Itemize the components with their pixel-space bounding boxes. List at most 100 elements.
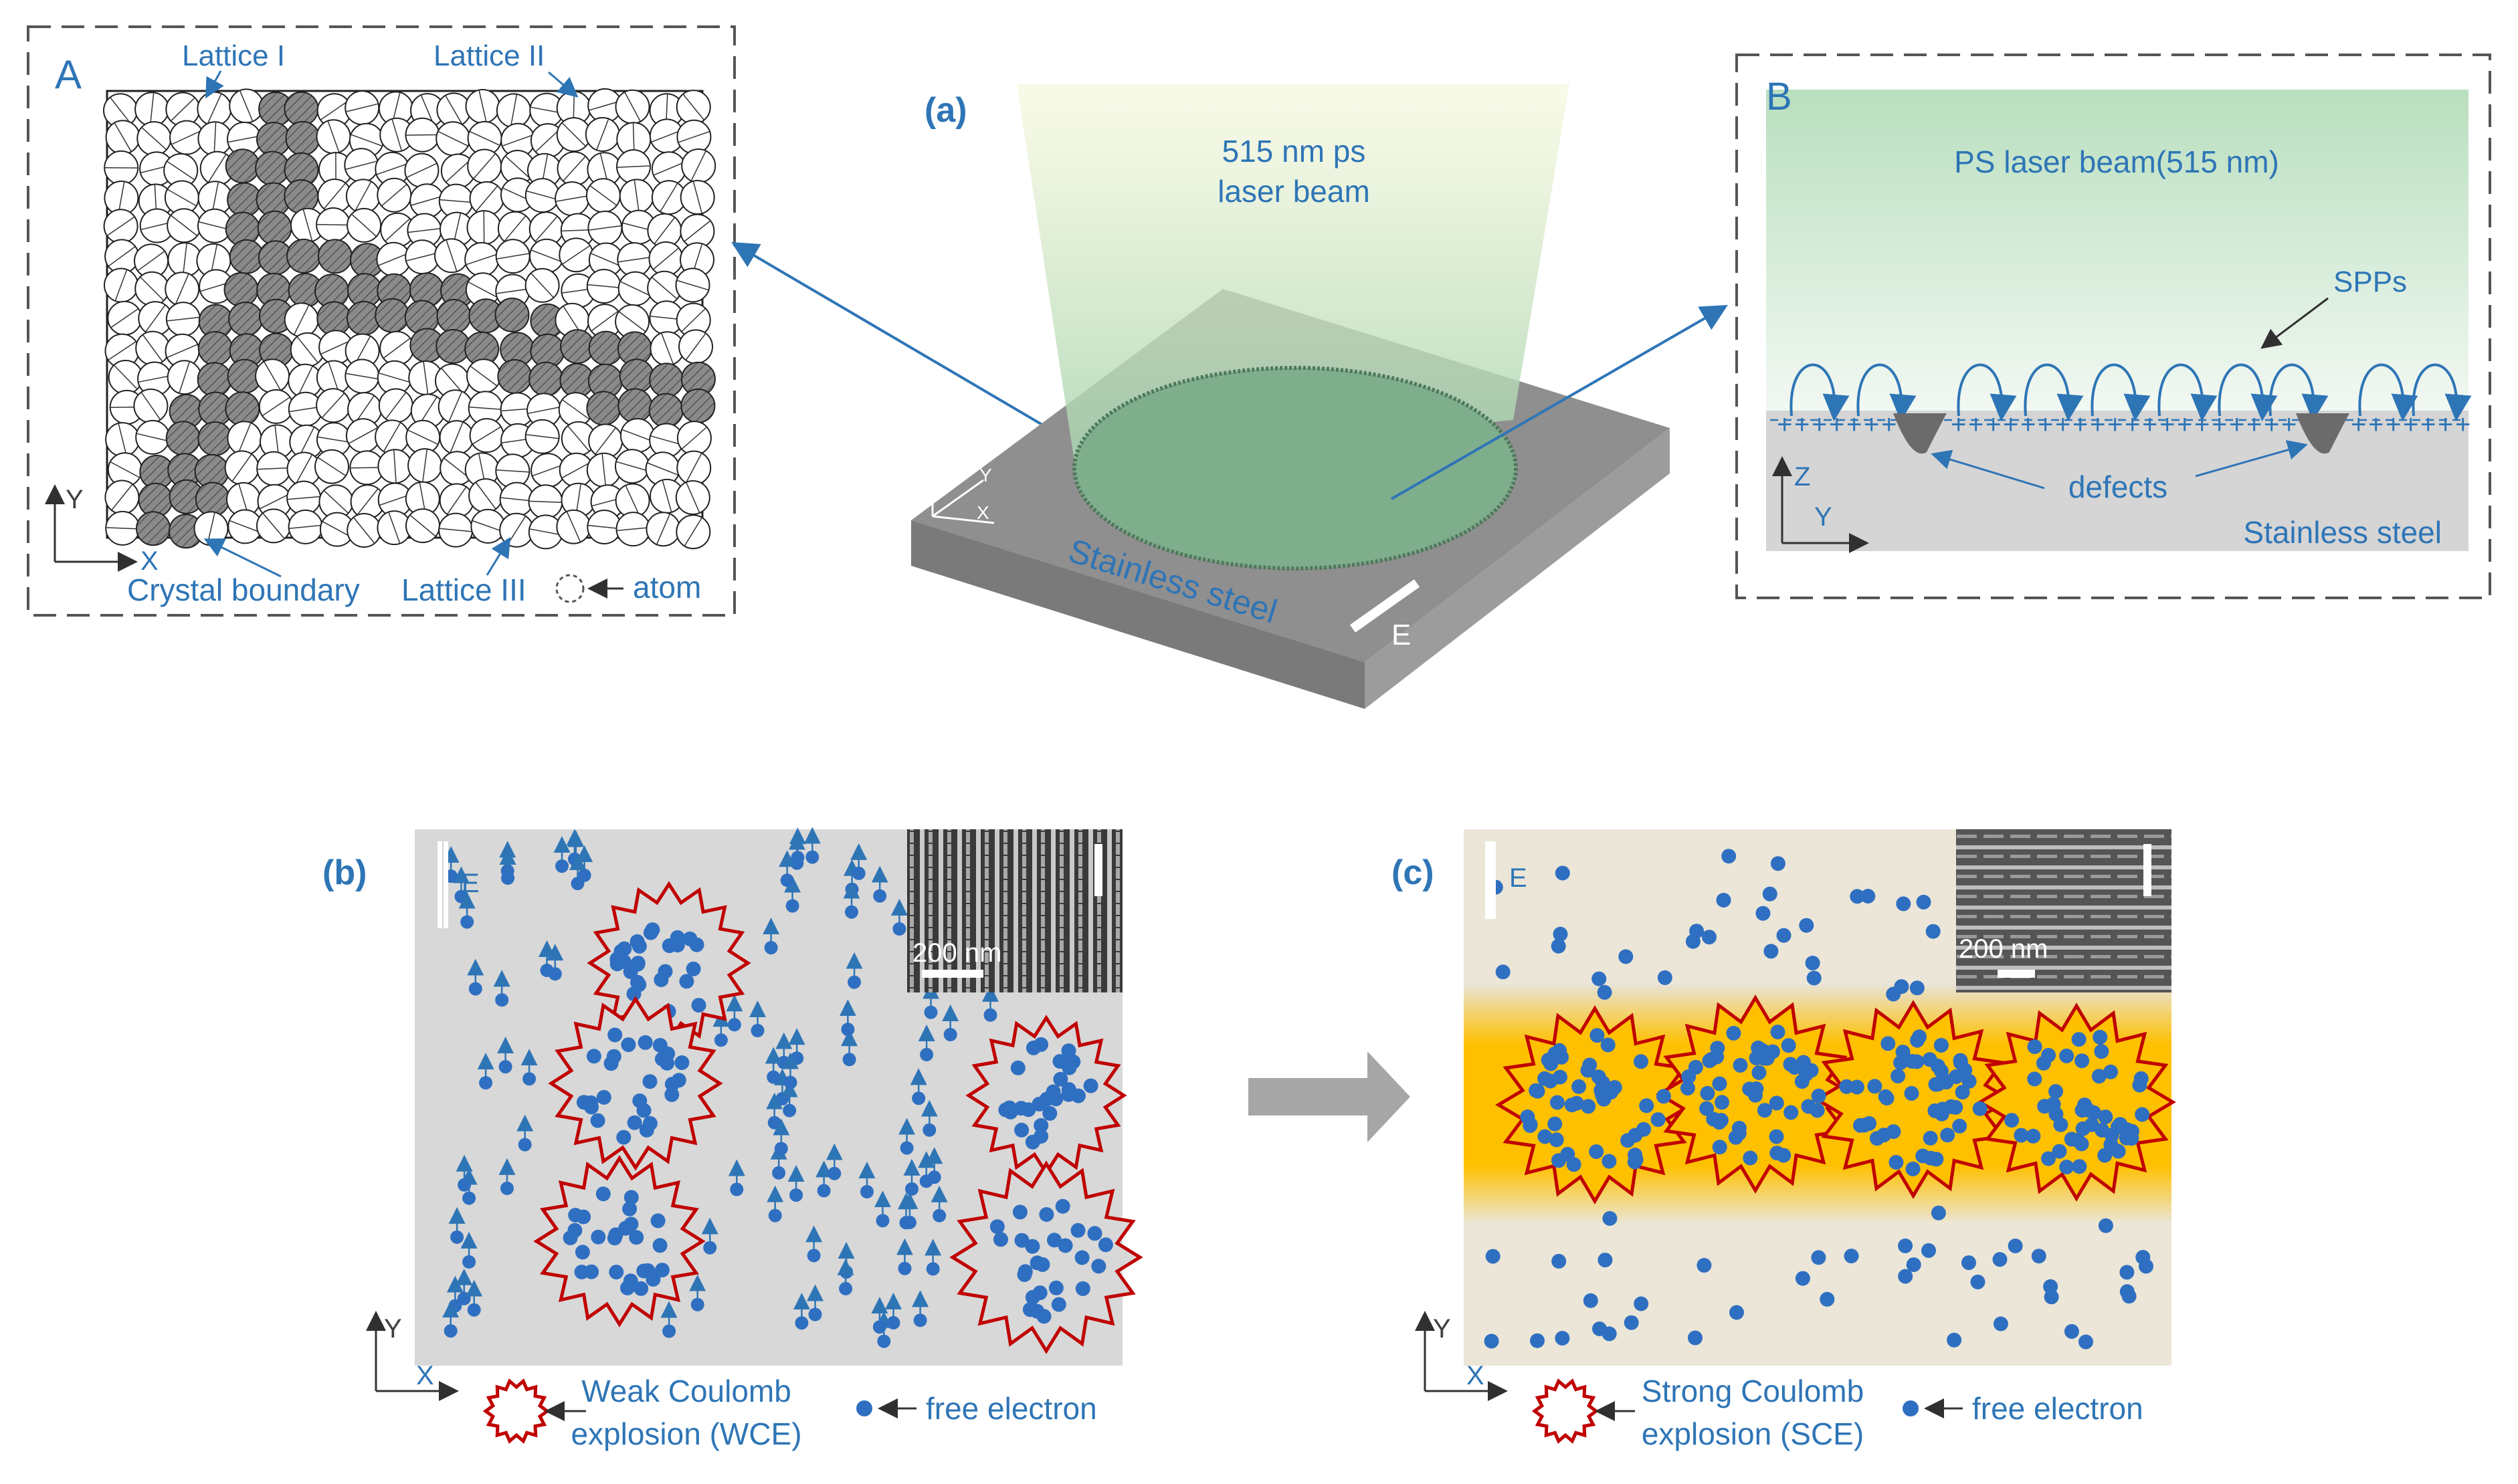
atom-plane-line xyxy=(616,165,651,169)
free-electron xyxy=(1905,1054,1920,1069)
atom-plane-line xyxy=(496,469,530,473)
panel-b-top-axis-y: Y xyxy=(1814,502,1832,532)
free-electron xyxy=(924,1005,938,1019)
panel-c-electrons xyxy=(1484,849,2153,1350)
free-electron xyxy=(1628,1128,1643,1143)
panel-b-letter: (b) xyxy=(322,853,367,892)
atom-plane-line xyxy=(110,97,131,124)
panel-c-explosion-line1: Strong Coulomb xyxy=(1642,1374,1864,1408)
atom-plane-line xyxy=(182,243,187,277)
free-electron xyxy=(730,1182,744,1196)
panel-main: (a) 515 nm ps laser beam Stainless steel… xyxy=(911,84,1670,709)
surface-charge: + xyxy=(2020,410,2036,439)
free-electron xyxy=(1712,1115,1727,1130)
free-electron xyxy=(1591,1069,1606,1085)
free-electron xyxy=(1010,1060,1026,1075)
free-electron xyxy=(623,1190,639,1205)
free-electron xyxy=(993,1232,1008,1247)
atom-plane-line xyxy=(355,395,375,424)
surface-charge: + xyxy=(1829,410,1844,439)
atom-plane-line xyxy=(561,399,590,420)
free-electron xyxy=(1591,971,1607,986)
free-electron xyxy=(691,998,706,1013)
atom-plane-line xyxy=(496,288,530,294)
free-electron xyxy=(1904,1085,1919,1101)
free-electron xyxy=(2103,1064,2119,1079)
free-electron xyxy=(1014,1122,1030,1138)
atom-plane-line xyxy=(287,496,321,500)
free-electron xyxy=(2037,1099,2052,1114)
free-electron xyxy=(1770,1025,1785,1040)
beam-region xyxy=(1766,90,2468,411)
atom-plane-line xyxy=(381,183,407,207)
atom-plane-line xyxy=(296,336,318,363)
panel-c-sem-inset xyxy=(1956,829,2171,992)
atom-plane-line xyxy=(439,528,473,532)
free-electron xyxy=(1495,964,1511,980)
free-electron xyxy=(2091,1069,2107,1084)
panel-a-letter: A xyxy=(55,52,82,97)
atom-plane-line xyxy=(167,189,197,207)
atom-plane-line xyxy=(563,156,586,182)
lattice-3-arrow xyxy=(486,536,511,576)
atom-plane-line xyxy=(530,272,555,298)
free-electron xyxy=(927,1170,941,1184)
free-electron xyxy=(518,1138,532,1152)
atom-plane-line xyxy=(385,218,411,242)
panel-b-electrons xyxy=(442,827,999,1348)
free-electron xyxy=(1769,1146,1785,1161)
atom-plane-line xyxy=(322,521,353,538)
free-electron xyxy=(1002,1100,1017,1116)
lattice-1-label: Lattice I xyxy=(182,39,285,72)
atom-plane-line xyxy=(468,406,502,410)
atom-plane-line xyxy=(445,95,463,125)
free-electron xyxy=(2059,1048,2074,1063)
free-electron xyxy=(1869,1131,1884,1146)
free-electron xyxy=(1051,1297,1066,1312)
spp-loop xyxy=(2157,363,2218,421)
atom-plane-line xyxy=(500,497,534,502)
free-electron xyxy=(1555,1331,1570,1346)
atom-plane-line xyxy=(591,310,619,332)
atom-plane-line xyxy=(438,130,469,146)
lattice-atom xyxy=(528,361,564,397)
free-electron xyxy=(2119,1122,2135,1138)
free-electron xyxy=(1710,1041,1725,1056)
free-electron xyxy=(841,1023,855,1037)
panel-a-axis-x: X xyxy=(140,546,159,576)
free-electron xyxy=(689,937,704,952)
surface-charge: + xyxy=(2159,410,2175,439)
atom-plane-line xyxy=(388,512,401,544)
free-electron xyxy=(591,1229,606,1245)
free-electron xyxy=(886,1315,900,1330)
free-electron xyxy=(1783,1105,1799,1120)
free-electron xyxy=(1721,849,1737,864)
free-electron xyxy=(751,1024,765,1037)
free-electron xyxy=(780,873,794,887)
free-electron xyxy=(774,1142,788,1156)
surface-charge: + xyxy=(2455,410,2471,439)
free-electron xyxy=(1712,1076,1727,1091)
defect-right xyxy=(2296,413,2349,454)
lattice-atom xyxy=(227,182,262,217)
atom-plane-line xyxy=(353,517,375,544)
atom-plane-line xyxy=(262,512,285,539)
steel-slab-side xyxy=(1365,428,1670,709)
lattice-atom xyxy=(436,299,472,334)
free-electron xyxy=(2026,1128,2041,1144)
lattice-atom xyxy=(197,362,232,397)
free-electron xyxy=(1733,1057,1748,1073)
free-electron xyxy=(1880,1036,1896,1051)
atom-plane-line xyxy=(409,514,436,537)
free-electron xyxy=(462,1255,476,1269)
free-electron xyxy=(567,1223,583,1238)
spp-loop xyxy=(1789,363,1850,421)
atom-plane-line xyxy=(108,341,136,361)
atom-plane-line xyxy=(114,122,132,152)
free-electron xyxy=(1970,1274,1986,1289)
panel-c-axis-x: X xyxy=(1466,1361,1484,1390)
beam-label-line1: 515 nm ps xyxy=(1222,134,1366,169)
free-electron xyxy=(1592,1321,1607,1336)
free-electron xyxy=(892,922,906,936)
free-electron xyxy=(1893,1055,1909,1070)
